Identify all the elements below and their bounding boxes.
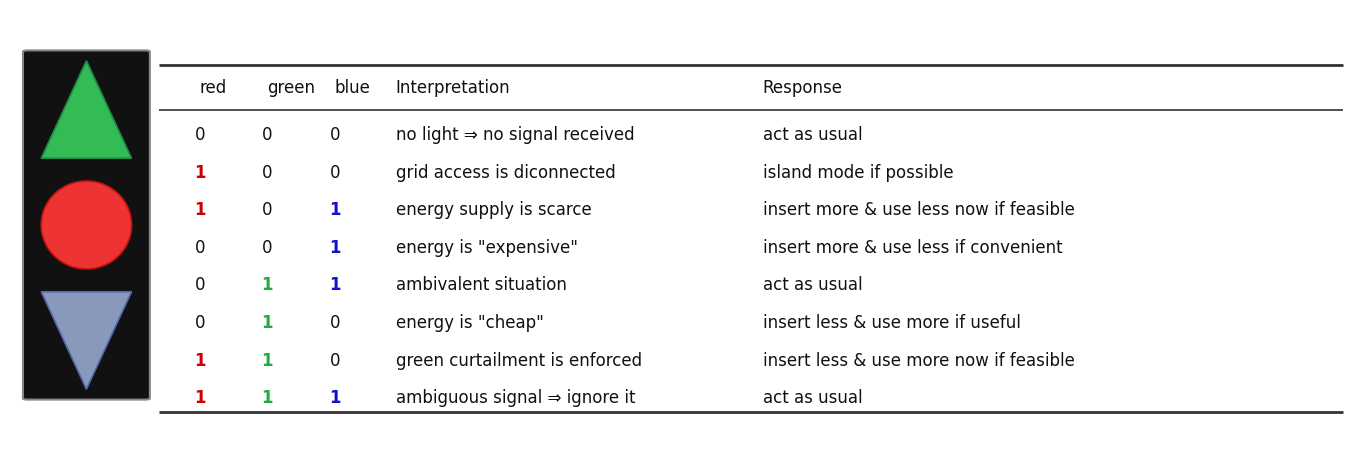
Text: 0: 0: [262, 126, 273, 144]
Text: act as usual: act as usual: [763, 389, 863, 407]
Text: 0: 0: [329, 164, 340, 182]
Text: insert more & use less now if feasible: insert more & use less now if feasible: [763, 201, 1075, 219]
Text: 0: 0: [329, 314, 340, 332]
Text: 1: 1: [194, 389, 205, 407]
Text: grid access is diconnected: grid access is diconnected: [396, 164, 616, 182]
Text: act as usual: act as usual: [763, 126, 863, 144]
Text: 1: 1: [329, 239, 340, 257]
Text: red: red: [200, 79, 227, 97]
Text: 1: 1: [329, 389, 340, 407]
Text: 1: 1: [262, 314, 273, 332]
Text: island mode if possible: island mode if possible: [763, 164, 953, 182]
Text: ambiguous signal ⇒ ignore it: ambiguous signal ⇒ ignore it: [396, 389, 634, 407]
Text: 0: 0: [329, 351, 340, 369]
Text: no light ⇒ no signal received: no light ⇒ no signal received: [396, 126, 634, 144]
Text: Response: Response: [763, 79, 842, 97]
Text: 1: 1: [194, 164, 205, 182]
Polygon shape: [42, 61, 131, 158]
Text: blue: blue: [335, 79, 371, 97]
Text: 1: 1: [329, 201, 340, 219]
Text: insert less & use more if useful: insert less & use more if useful: [763, 314, 1021, 332]
Text: 1: 1: [329, 276, 340, 294]
Text: act as usual: act as usual: [763, 276, 863, 294]
FancyBboxPatch shape: [23, 50, 150, 400]
Text: energy supply is scarce: energy supply is scarce: [396, 201, 591, 219]
Text: 0: 0: [262, 239, 273, 257]
Text: energy is "expensive": energy is "expensive": [396, 239, 578, 257]
Text: energy is "cheap": energy is "cheap": [396, 314, 544, 332]
Text: 0: 0: [262, 164, 273, 182]
Text: 1: 1: [262, 276, 273, 294]
Text: 0: 0: [262, 201, 273, 219]
Text: 0: 0: [194, 239, 205, 257]
Text: green curtailment is enforced: green curtailment is enforced: [396, 351, 641, 369]
Ellipse shape: [42, 181, 131, 269]
Polygon shape: [42, 292, 131, 389]
Text: 1: 1: [262, 389, 273, 407]
Text: 0: 0: [329, 126, 340, 144]
Text: green: green: [267, 79, 316, 97]
Text: 0: 0: [194, 126, 205, 144]
Text: ambivalent situation: ambivalent situation: [396, 276, 567, 294]
Text: insert more & use less if convenient: insert more & use less if convenient: [763, 239, 1062, 257]
Text: insert less & use more now if feasible: insert less & use more now if feasible: [763, 351, 1075, 369]
Text: 1: 1: [194, 351, 205, 369]
Text: 0: 0: [194, 314, 205, 332]
Text: Interpretation: Interpretation: [396, 79, 510, 97]
Text: 0: 0: [194, 276, 205, 294]
Text: 1: 1: [194, 201, 205, 219]
Text: 1: 1: [262, 351, 273, 369]
